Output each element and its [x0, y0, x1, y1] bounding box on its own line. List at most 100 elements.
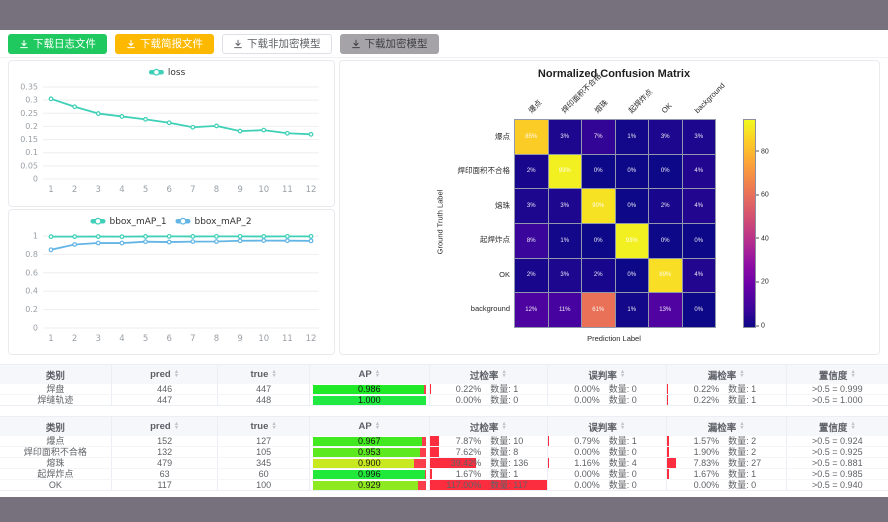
table-header-cell-overkill[interactable]: 过检率 ▲ ▼	[430, 365, 548, 384]
matrix-column-label: OK	[659, 100, 674, 115]
legend-item-bbox_mAP_1[interactable]: bbox_mAP_1	[90, 217, 167, 227]
table-header-cell-misjudge[interactable]: 误判率 ▲ ▼	[548, 417, 667, 436]
matrix-cell: 2%	[649, 189, 682, 223]
miss-bar	[666, 458, 677, 468]
button-label: 下载日志文件	[33, 38, 96, 50]
confusion-matrix-ylabel: Ground Truth Label	[435, 189, 445, 255]
miss-bar	[666, 469, 669, 479]
miss-count: 数量: 1	[728, 395, 757, 405]
download-plain-model-button[interactable]: 下载非加密模型	[222, 33, 332, 54]
matrix-column-label: 熔珠	[592, 98, 610, 115]
download-encrypted-model-button[interactable]: 下载加密模型	[339, 33, 439, 54]
cell-overkill: 7.87% 数量: 10	[429, 436, 548, 446]
download-log-button[interactable]: 下载日志文件	[8, 33, 107, 54]
sort-carets-icon[interactable]: ▲ ▼	[173, 421, 180, 431]
column-label: 误判率	[588, 422, 617, 434]
table-header-cell-overkill[interactable]: 过检率 ▲ ▼	[430, 417, 548, 436]
sort-carets-icon[interactable]: ▲ ▼	[619, 369, 626, 379]
matrix-cell: 2%	[515, 258, 548, 293]
svg-text:5: 5	[143, 334, 148, 344]
bottom-frame-bar	[0, 497, 888, 522]
sort-carets-icon[interactable]: ▲ ▼	[271, 369, 277, 379]
matrix-cell: 0%	[682, 224, 715, 258]
ap-bar	[312, 436, 423, 446]
table-header-cell-true[interactable]: true ▲ ▼	[218, 417, 310, 436]
sort-carets-icon[interactable]: ▲ ▼	[739, 369, 745, 379]
sort-carets-icon[interactable]: ▲ ▼	[374, 369, 381, 379]
cell-category: 焊盘	[0, 384, 112, 394]
table-header-cell-confidence[interactable]: 置信度 ▲ ▼	[787, 417, 888, 436]
cell-overkill: 1.67% 数量: 1	[429, 469, 548, 479]
sort-carets-icon[interactable]: ▲ ▼	[850, 421, 856, 431]
cell-confidence: >0.5 = 1.000	[812, 395, 863, 405]
svg-text:4: 4	[119, 334, 124, 344]
column-label: 漏检率	[707, 422, 737, 434]
table-header-cell-true[interactable]: true ▲ ▼	[218, 365, 310, 384]
table-header-cell-misjudge[interactable]: 误判率 ▲ ▼	[548, 365, 667, 384]
misjudge-count: 数量: 1	[608, 436, 637, 446]
matrix-cell: 89%	[649, 258, 682, 293]
table-row: 焊缝轨迹 447 448 1.000 0.00% 数量: 0 0.00% 数量: 0 0.22%…	[0, 395, 888, 405]
cell-pred: 446	[112, 384, 219, 394]
svg-text:6: 6	[166, 185, 171, 195]
matrix-row-label: 起焊炸点	[480, 235, 510, 245]
ap-bar-track: 0.900	[312, 458, 426, 468]
column-label: pred	[150, 369, 171, 380]
sort-carets-icon[interactable]: ▲ ▼	[739, 421, 745, 431]
sort-carets-icon[interactable]: ▲ ▼	[850, 369, 856, 379]
matrix-cell: 13%	[649, 293, 682, 327]
svg-text:0.15: 0.15	[20, 135, 38, 144]
svg-text:1: 1	[48, 334, 53, 344]
cell-pred: 132	[112, 447, 219, 457]
table-header-cell-miss[interactable]: 漏检率 ▲ ▼	[667, 417, 787, 436]
matrix-cell: 0%	[582, 154, 615, 189]
button-label: 下载简报文件	[140, 38, 203, 50]
table-header-row: 类别 pred ▲ ▼ true ▲ ▼ AP ▲ ▼ 过检率 ▲ ▼ 误判率 ▲ ▼ 漏检率 ▲ ▼ 置信度 ▲ ▼	[0, 365, 888, 384]
legend-item-bbox_mAP_2[interactable]: bbox_mAP_2	[175, 217, 252, 227]
sort-carets-icon[interactable]: ▲ ▼	[271, 421, 277, 431]
table-header-cell-miss[interactable]: 漏检率 ▲ ▼	[667, 365, 787, 384]
cell-pred: 479	[112, 458, 219, 468]
cell-category: OK	[0, 480, 112, 490]
svg-text:10: 10	[258, 334, 269, 344]
cell-overkill: 0.00% 数量: 0	[430, 395, 548, 405]
svg-text:0.2: 0.2	[25, 122, 38, 131]
miss-percent: 1.57%	[693, 436, 720, 446]
colorbar-tick: 80	[756, 148, 769, 155]
sort-carets-icon[interactable]: ▲ ▼	[619, 421, 626, 431]
matrix-cell: 2%	[515, 154, 548, 189]
table-header-cell-confidence[interactable]: 置信度 ▲ ▼	[787, 365, 888, 384]
sort-carets-icon[interactable]: ▲ ▼	[173, 369, 180, 379]
cell-category: 起焊炸点	[0, 469, 112, 479]
overkill-count: 数量: 117	[490, 480, 528, 490]
svg-text:loss: loss	[168, 68, 186, 78]
table-header-cell-ap[interactable]: AP ▲ ▼	[310, 365, 430, 384]
column-label: pred	[150, 421, 171, 432]
confusion-matrix-title: Normalized Confusion Matrix	[537, 68, 691, 80]
table-header-cell-pred[interactable]: pred ▲ ▼	[112, 417, 219, 436]
download-report-button[interactable]: 下载简报文件	[115, 33, 214, 54]
sort-carets-icon[interactable]: ▲ ▼	[501, 369, 507, 379]
table-header-cell-ap[interactable]: AP ▲ ▼	[310, 417, 430, 436]
matrix-cell: 0%	[615, 154, 648, 189]
matrix-cell: 85%	[515, 120, 548, 154]
matrix-cell: 3%	[649, 120, 682, 154]
ap-bar	[312, 395, 426, 405]
sort-carets-icon[interactable]: ▲ ▼	[501, 421, 507, 431]
miss-bar	[666, 436, 669, 446]
cell-ap: 0.986	[310, 384, 430, 394]
matrix-cell: 7%	[582, 120, 615, 154]
overkill-percent: 117.00%	[446, 480, 482, 490]
overkill-count: 数量: 0	[490, 395, 519, 405]
svg-text:bbox_mAP_1: bbox_mAP_1	[110, 217, 167, 227]
overkill-count: 数量: 1	[490, 469, 519, 479]
cell-misjudge: 0.79% 数量: 1	[547, 436, 667, 446]
table-header-cell-pred[interactable]: pred ▲ ▼	[112, 365, 219, 384]
legend-item-loss[interactable]: loss	[148, 68, 186, 78]
svg-text:11: 11	[282, 334, 293, 344]
miss-count: 数量: 2	[728, 436, 757, 446]
ap-bar	[312, 384, 425, 394]
cell-ap: 0.953	[310, 447, 430, 457]
sort-carets-icon[interactable]: ▲ ▼	[374, 421, 381, 431]
